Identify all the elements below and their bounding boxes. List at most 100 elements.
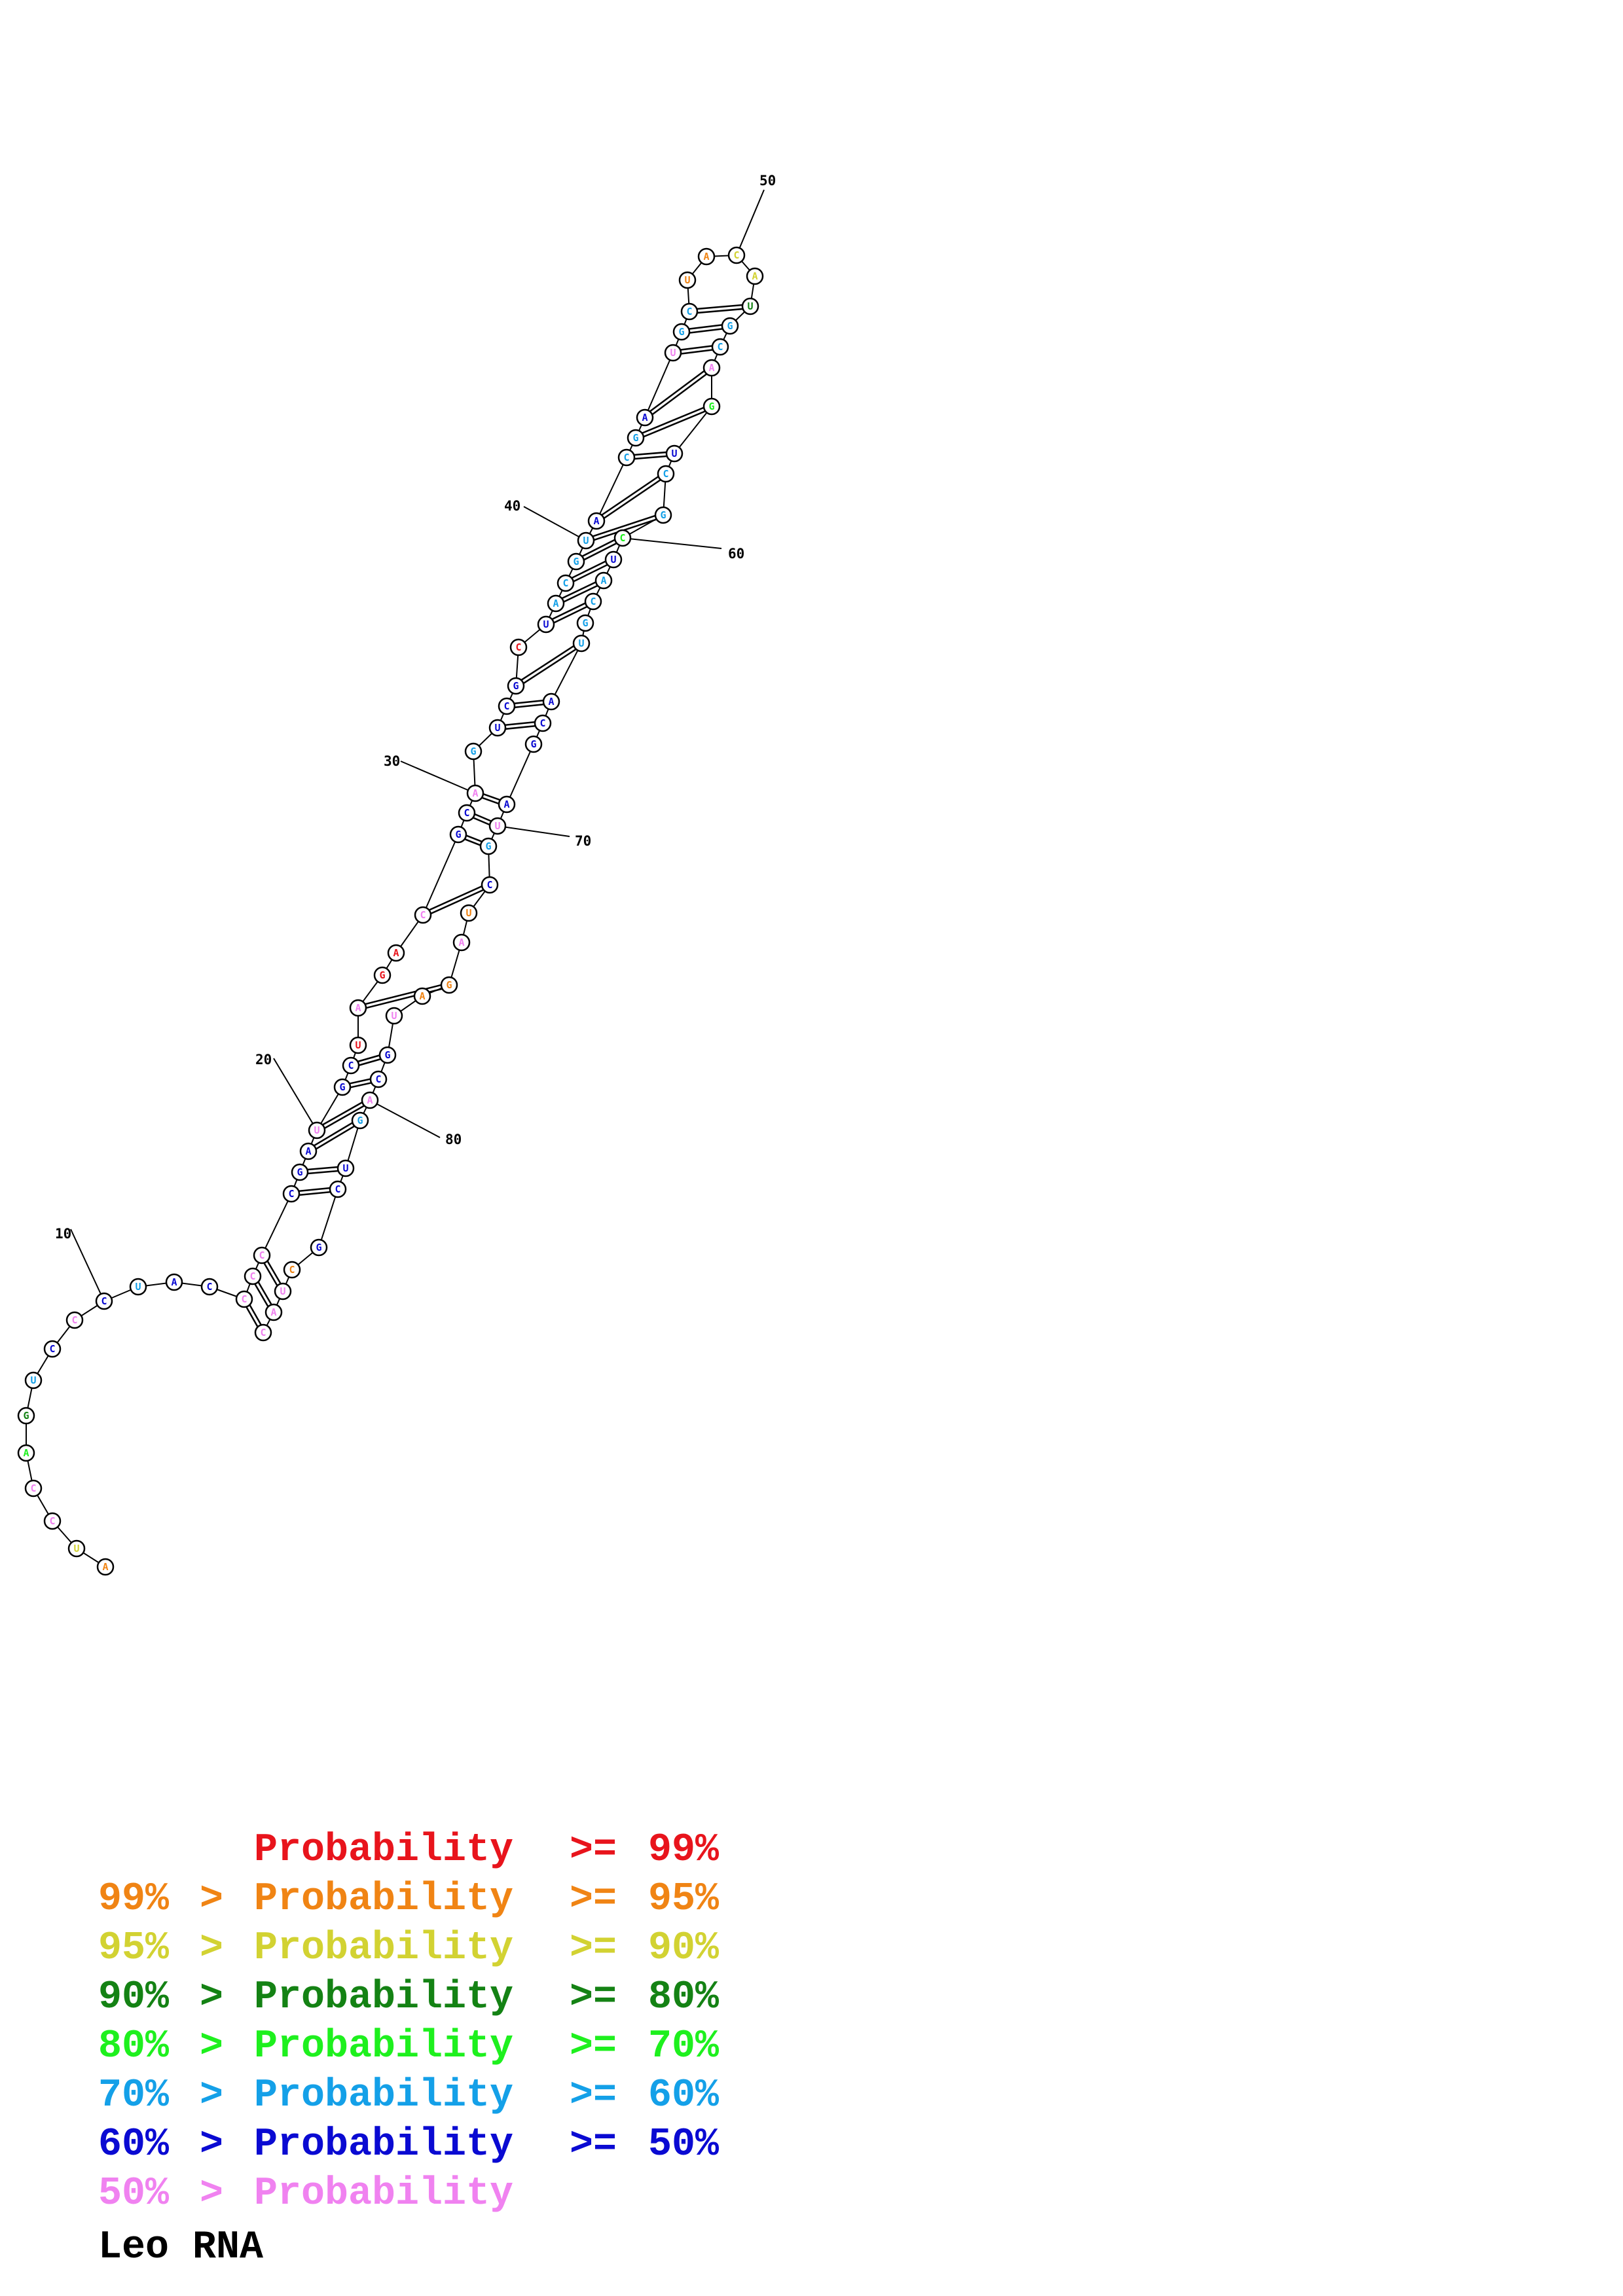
nucleotide: U — [460, 904, 478, 922]
nucleotide-circle — [479, 837, 498, 855]
nucleotide-circle — [594, 571, 613, 590]
nucleotide-circle — [24, 1371, 43, 1390]
nucleotide: A — [547, 594, 565, 613]
nucleotide-circle — [664, 344, 682, 362]
nucleotide-circle — [373, 966, 392, 984]
nucleotide-circle — [95, 1292, 113, 1310]
nucleotide: C — [680, 302, 699, 321]
legend-lo: 90% — [98, 1975, 170, 2020]
legend-word: Probability — [254, 2073, 514, 2118]
legend-row: 90% > Probability >= 80% — [98, 1973, 818, 2022]
base-pair-line — [546, 602, 594, 627]
nucleotide-circle — [253, 1246, 271, 1265]
nucleotide-circle — [349, 999, 367, 1017]
backbone-segment — [318, 1189, 338, 1248]
nucleotide: C — [282, 1185, 301, 1203]
nucleotide-letter: U — [355, 1039, 361, 1051]
nucleotide-letter: U — [465, 907, 471, 919]
base-pair-line — [689, 303, 750, 311]
nucleotide-letter: A — [270, 1306, 276, 1318]
legend-row: Probability >= 99% — [98, 1826, 818, 1875]
nucleotide-letter: A — [752, 270, 757, 282]
nucleotide: U — [337, 1159, 355, 1177]
nucleotide-circle — [333, 1078, 352, 1096]
nucleotide-letter: U — [684, 274, 690, 286]
base-pair-line — [358, 986, 450, 1011]
nucleotide-letter: C — [249, 1270, 255, 1282]
nucleotide-circle — [702, 397, 721, 416]
nucleotide: G — [373, 966, 392, 984]
nucleotide: A — [452, 933, 471, 952]
nucleotide-letter: A — [305, 1145, 311, 1157]
nucleotide-letter: G — [678, 326, 684, 338]
nucleotide-letter: A — [367, 1094, 373, 1106]
legend-hi: 60% — [648, 2073, 720, 2118]
nucleotide-circle — [387, 944, 405, 962]
legend-hi: 99% — [648, 1828, 720, 1873]
nucleotide-letter: G — [530, 738, 536, 750]
legend-ge: >= — [570, 2073, 617, 2118]
nucleotide-circle — [414, 906, 432, 924]
nucleotide-circle — [244, 1267, 262, 1285]
base-pair-line — [636, 407, 713, 440]
nucleotide-letter: A — [600, 575, 606, 586]
nucleotide-circle — [746, 267, 764, 285]
legend-lo: 50% — [98, 2172, 170, 2216]
nucleotide: U — [664, 344, 682, 362]
legend-gt: > — [200, 2024, 224, 2069]
nucleotide-letter: A — [472, 787, 478, 799]
nucleotide-circle — [721, 317, 739, 335]
position-tick-line — [497, 825, 570, 837]
nucleotide: U — [577, 531, 595, 550]
legend-word: Probability — [254, 1877, 514, 1922]
nucleotide-letter: G — [379, 969, 385, 981]
position-tick-line — [523, 506, 587, 541]
legend-word: Probability — [254, 2123, 514, 2167]
nucleotide-letter: C — [420, 909, 426, 921]
base-pair-line — [585, 512, 663, 540]
nucleotide-letter: G — [470, 745, 476, 757]
base-pair-line — [555, 578, 604, 603]
legend-word: Probability — [254, 2172, 514, 2216]
nucleotide-letter: U — [494, 820, 500, 832]
nucleotide: U — [488, 719, 507, 737]
legend-lo: 99% — [98, 1877, 170, 1922]
nucleotide-letter: U — [73, 1543, 79, 1554]
position-tick-line — [736, 189, 765, 256]
nucleotide-circle — [165, 1273, 183, 1291]
nucleotide-letter: G — [339, 1081, 345, 1093]
nucleotide-circle — [235, 1290, 253, 1308]
backbone-segment — [674, 406, 712, 454]
nucleotide-letter: C — [503, 700, 509, 712]
nucleotide: C — [253, 1246, 271, 1265]
nucleotide-circle — [741, 297, 759, 315]
base-pair-line — [689, 307, 751, 315]
nucleotide-circle — [460, 904, 478, 922]
nucleotide: A — [165, 1273, 183, 1291]
legend-row: 99% > Probability >= 95% — [98, 1875, 818, 1924]
legend-ge: >= — [570, 1828, 617, 1873]
nucleotide: C — [498, 697, 516, 715]
nucleotide-circle — [385, 1007, 403, 1025]
nucleotide-letter: G — [455, 829, 461, 840]
base-pair-line — [315, 1098, 370, 1130]
nucleotide: C — [43, 1340, 62, 1358]
nucleotide-circle — [697, 247, 716, 266]
base-pair-line — [575, 535, 623, 561]
base-pair-line — [586, 516, 665, 544]
nucleotide: C — [613, 529, 632, 547]
position-label-20: 20 — [255, 1052, 272, 1067]
nucleotide-letter: A — [553, 598, 558, 609]
legend-ge: >= — [570, 2024, 617, 2069]
nucleotide: A — [746, 267, 764, 285]
position-tick-line — [273, 1058, 318, 1131]
probability-legend: Probability >= 99% 99% > Probability >= 95% 95% >… — [98, 1826, 818, 2219]
legend-gt: > — [200, 1926, 224, 1971]
legend-row: 50% > Probability — [98, 2170, 818, 2219]
nucleotide-circle — [17, 1407, 35, 1425]
nucleotide-letter: A — [102, 1561, 108, 1573]
backbone — [26, 255, 756, 1568]
nucleotide-circle — [264, 1303, 283, 1321]
nucleotide: G — [567, 552, 585, 571]
